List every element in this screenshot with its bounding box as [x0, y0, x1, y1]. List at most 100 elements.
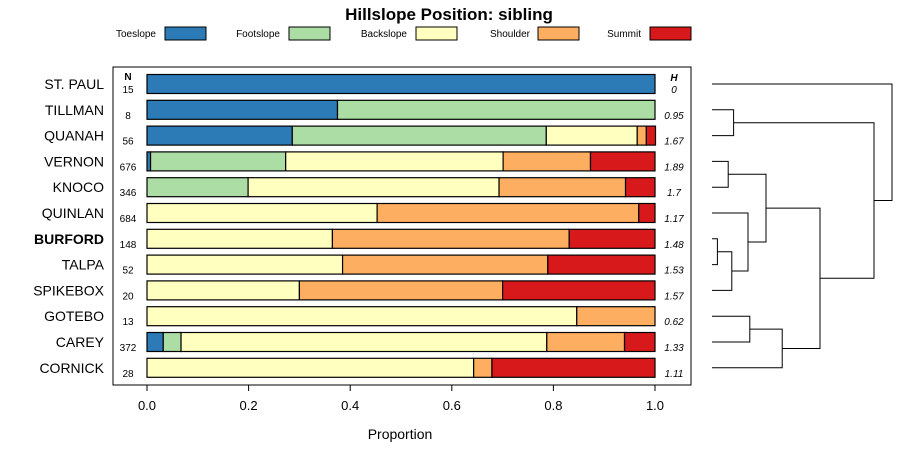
x-tick-label-2: 0.4 — [341, 398, 359, 413]
bar-tillman-footslope — [336, 99, 656, 120]
bar-quanah-toeslope — [146, 125, 293, 146]
dendrogram-link-m3 — [712, 238, 718, 266]
bar-knoco-shoulder — [498, 177, 627, 198]
bar-burford-backslope — [146, 228, 334, 249]
bar-vernon-footslope — [149, 151, 287, 172]
dendrogram-link-m4 — [712, 251, 733, 291]
bar-st-paul-toeslope — [146, 73, 656, 95]
legend: Toeslope Footslope Backslope Shoulder Summit — [116, 26, 692, 41]
bar-knoco-summit — [624, 177, 656, 198]
h-value-talpa: 1.53 — [664, 266, 684, 277]
row-label-st-paul: ST. PAUL — [44, 76, 104, 92]
dendrogram-link-m6 — [728, 173, 767, 243]
bar-spikebox-summit — [502, 280, 656, 301]
n-value-talpa: 52 — [122, 266, 134, 277]
bar-cornick-backslope — [146, 357, 475, 378]
bar-quinlan-backslope — [146, 202, 378, 224]
row-label-gotebo: GOTEBO — [44, 308, 104, 324]
dendrogram-link-m10 — [733, 122, 875, 279]
h-value-vernon: 1.89 — [664, 162, 684, 173]
row-label-quinlan: QUINLAN — [42, 205, 104, 221]
bar-quanah-footslope — [291, 125, 547, 146]
bar-vernon-summit — [589, 151, 656, 172]
bar-tillman-toeslope — [146, 99, 339, 120]
legend-swatch-footslope — [288, 26, 331, 41]
bar-quinlan-shoulder — [376, 202, 640, 224]
bar-knoco-backslope — [247, 177, 500, 198]
bar-carey-toeslope — [146, 331, 164, 353]
h-value-gotebo: 0.62 — [664, 317, 684, 328]
bar-talpa-summit — [547, 254, 656, 275]
h-value-knoco: 1.7 — [667, 188, 681, 199]
legend-swatch-backslope — [415, 26, 458, 41]
h-column: 0 0.95 1.67 1.89 1.7 1.17 1.48 1.53 1.57 0.62 1.33… — [664, 85, 684, 380]
bar-gotebo-backslope — [146, 306, 578, 327]
bar-burford-summit — [568, 228, 656, 249]
h-value-quanah: 1.67 — [664, 137, 684, 148]
n-value-carey: 372 — [120, 343, 137, 354]
legend-label-footslope: Footslope — [236, 29, 280, 40]
dendrogram-link-m1 — [712, 109, 735, 137]
x-tick-label-1: 0.2 — [240, 398, 258, 413]
bar-talpa-backslope — [146, 254, 344, 275]
dendrogram-link-m7 — [712, 315, 751, 343]
n-value-quanah: 56 — [122, 137, 134, 148]
row-label-vernon: VERNON — [44, 153, 104, 169]
legend-swatch-toeslope — [164, 26, 207, 41]
x-tick-label-3: 0.6 — [443, 398, 461, 413]
plot-frame — [112, 66, 692, 386]
bar-spikebox-shoulder — [298, 280, 504, 301]
n-value-burford: 148 — [120, 240, 137, 251]
row-label-cornick: CORNICK — [39, 360, 104, 376]
dendrogram-link-m9 — [766, 207, 821, 349]
bar-carey-backslope — [180, 331, 548, 353]
row-label-spikebox: SPIKEBOX — [33, 282, 104, 298]
dendrogram-link-m11 — [712, 83, 893, 202]
h-column-header: H — [670, 73, 678, 84]
row-label-carey: CAREY — [56, 334, 105, 350]
bar-talpa-shoulder — [341, 254, 549, 275]
legend-swatch-summit — [649, 26, 692, 41]
legend-label-shoulder: Shoulder — [490, 29, 531, 40]
bar-quinlan-summit — [638, 202, 656, 224]
x-axis-label: Proportion — [368, 426, 433, 442]
legend-label-backslope: Backslope — [361, 29, 408, 40]
legend-label-toeslope: Toeslope — [116, 29, 156, 40]
bar-gotebo-shoulder — [576, 306, 656, 327]
bars — [146, 73, 657, 378]
bar-cornick-shoulder — [473, 357, 493, 378]
dendrogram — [712, 83, 893, 369]
legend-swatch-shoulder — [537, 26, 580, 41]
bar-spikebox-backslope — [146, 280, 300, 301]
legend-label-summit: Summit — [607, 29, 641, 40]
n-value-spikebox: 20 — [122, 291, 134, 302]
bar-quanah-summit — [645, 125, 657, 146]
n-column-header: N — [124, 72, 131, 83]
h-value-st-paul: 0 — [671, 85, 677, 96]
dendrogram-link-m8 — [712, 328, 783, 369]
h-value-tillman: 0.95 — [664, 111, 684, 122]
n-value-st-paul: 15 — [122, 85, 134, 96]
x-axis: 0.0 0.2 0.4 0.6 0.8 1.0 — [138, 385, 664, 413]
n-column: 15 8 56 676 346 684 148 52 20 13 372 28 — [120, 85, 137, 380]
n-value-vernon: 676 — [120, 162, 137, 173]
row-label-knoco: KNOCO — [53, 179, 104, 195]
row-label-tillman: TILLMAN — [45, 102, 104, 118]
chart-title: Hillslope Position: sibling — [345, 5, 553, 24]
x-tick-label-0: 0.0 — [138, 398, 156, 413]
row-label-talpa: TALPA — [62, 257, 105, 273]
bar-quanah-shoulder — [636, 125, 647, 146]
bar-knoco-footslope — [146, 177, 249, 198]
dendrogram-link-m2 — [712, 160, 729, 188]
bar-quanah-backslope — [545, 125, 638, 146]
h-value-carey: 1.33 — [664, 343, 684, 354]
n-value-cornick: 28 — [122, 369, 134, 380]
row-label-quanah: QUANAH — [44, 128, 104, 144]
n-value-tillman: 8 — [125, 111, 131, 122]
row-label-burford: BURFORD — [34, 231, 104, 247]
bar-carey-shoulder — [546, 331, 626, 353]
h-value-quinlan: 1.17 — [664, 214, 684, 225]
h-value-cornick: 1.11 — [665, 369, 684, 380]
h-value-spikebox: 1.57 — [664, 291, 684, 302]
